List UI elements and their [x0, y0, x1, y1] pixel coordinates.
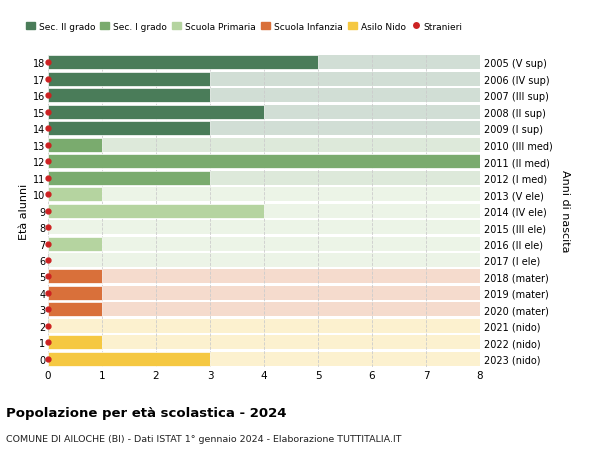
- Bar: [48, 270, 480, 284]
- Bar: [48, 139, 102, 152]
- Bar: [48, 237, 480, 251]
- Bar: [48, 106, 480, 119]
- Bar: [48, 188, 102, 202]
- Legend: Sec. II grado, Sec. I grado, Scuola Primaria, Scuola Infanzia, Asilo Nido, Stran: Sec. II grado, Sec. I grado, Scuola Prim…: [22, 19, 466, 35]
- Bar: [48, 73, 210, 87]
- Text: Popolazione per età scolastica - 2024: Popolazione per età scolastica - 2024: [6, 406, 287, 419]
- Bar: [48, 303, 102, 317]
- Bar: [48, 89, 480, 103]
- Y-axis label: Età alunni: Età alunni: [19, 183, 29, 239]
- Bar: [48, 253, 480, 268]
- Bar: [48, 286, 102, 300]
- Bar: [48, 171, 480, 185]
- Bar: [48, 171, 210, 185]
- Bar: [48, 122, 210, 136]
- Bar: [48, 303, 480, 317]
- Bar: [48, 270, 102, 284]
- Bar: [48, 139, 480, 152]
- Bar: [48, 73, 480, 87]
- Bar: [48, 319, 480, 333]
- Text: COMUNE DI AILOCHE (BI) - Dati ISTAT 1° gennaio 2024 - Elaborazione TUTTITALIA.IT: COMUNE DI AILOCHE (BI) - Dati ISTAT 1° g…: [6, 434, 401, 443]
- Bar: [48, 352, 480, 366]
- Bar: [48, 56, 318, 70]
- Y-axis label: Anni di nascita: Anni di nascita: [560, 170, 569, 252]
- Bar: [48, 286, 480, 300]
- Bar: [48, 56, 480, 70]
- Bar: [48, 155, 480, 169]
- Bar: [48, 237, 102, 251]
- Bar: [48, 204, 480, 218]
- Bar: [48, 122, 480, 136]
- Bar: [48, 204, 264, 218]
- Bar: [48, 155, 480, 169]
- Bar: [48, 221, 480, 235]
- Bar: [48, 352, 210, 366]
- Bar: [48, 336, 480, 350]
- Bar: [48, 336, 102, 350]
- Bar: [48, 188, 480, 202]
- Bar: [48, 106, 264, 119]
- Bar: [48, 89, 210, 103]
